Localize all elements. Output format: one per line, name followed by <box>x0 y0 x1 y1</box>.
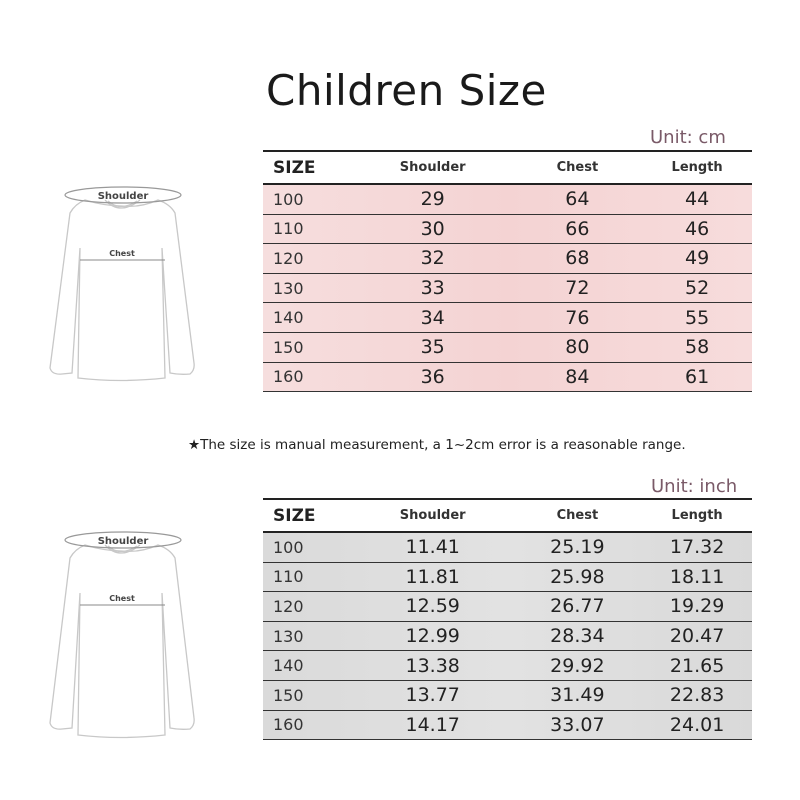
shoulder-label: Shoulder <box>98 536 149 547</box>
cell-chest: 29.92 <box>550 654 605 677</box>
cell-length: 24.01 <box>669 713 725 736</box>
table-row: 120 12.59 26.77 19.29 <box>263 592 752 622</box>
cell-shoulder: 12.59 <box>405 595 460 618</box>
table-row: 100 29 64 44 <box>263 185 752 215</box>
table-row: 130 12.99 28.34 20.47 <box>263 622 752 652</box>
cell-length: 19.29 <box>669 595 725 618</box>
cell-shoulder: 11.81 <box>405 565 460 588</box>
cell-length: 61 <box>685 365 710 388</box>
table-row: 160 36 84 61 <box>263 363 752 393</box>
cell-chest: 26.77 <box>550 595 605 618</box>
header-shoulder: Shoulder <box>399 160 466 175</box>
shirt-diagram-inch: Shoulder Chest <box>49 531 195 739</box>
cell-shoulder: 30 <box>420 217 445 240</box>
unit-label-cm: Unit: cm <box>650 127 726 148</box>
table-row: 140 34 76 55 <box>263 303 752 333</box>
cell-length: 52 <box>685 277 710 300</box>
cell-shoulder: 11.41 <box>405 536 460 559</box>
table-row: 150 35 80 58 <box>263 333 752 363</box>
cell-chest: 72 <box>565 277 590 300</box>
cell-size: 130 <box>273 278 304 298</box>
table-row: 100 11.41 25.19 17.32 <box>263 533 752 563</box>
table-header: SIZE Shoulder Chest Length <box>263 152 752 185</box>
cell-shoulder: 13.38 <box>405 654 460 677</box>
measurement-note: ★The size is manual measurement, a 1~2cm… <box>188 437 686 453</box>
header-chest: Chest <box>556 160 599 175</box>
cell-size: 150 <box>273 685 304 705</box>
size-table-cm: SIZE Shoulder Chest Length 100 29 64 44 110 30 66 4… <box>263 150 752 393</box>
cell-size: 160 <box>273 715 304 735</box>
cell-length: 18.11 <box>669 565 725 588</box>
cell-length: 44 <box>685 188 710 211</box>
cell-size: 100 <box>273 189 304 209</box>
cell-length: 22.83 <box>669 684 725 707</box>
header-chest: Chest <box>556 508 599 523</box>
cell-shoulder: 34 <box>420 306 445 329</box>
cell-length: 49 <box>685 247 710 270</box>
shirt-diagram-cm: Shoulder Chest <box>49 186 195 382</box>
cell-shoulder: 13.77 <box>405 684 460 707</box>
table-body: 100 11.41 25.19 17.32 110 11.81 25.98 18.11 120 1… <box>263 533 752 741</box>
cell-chest: 33.07 <box>550 713 605 736</box>
chest-label: Chest <box>109 249 135 258</box>
cell-size: 110 <box>273 219 304 239</box>
table-row: 110 11.81 25.98 18.11 <box>263 563 752 593</box>
cell-length: 58 <box>685 336 710 359</box>
cell-length: 55 <box>685 306 710 329</box>
cell-chest: 76 <box>565 306 590 329</box>
cell-length: 20.47 <box>669 625 725 648</box>
cell-size: 150 <box>273 337 304 357</box>
header-length: Length <box>671 160 723 175</box>
header-shoulder: Shoulder <box>399 508 466 523</box>
table-row: 120 32 68 49 <box>263 244 752 274</box>
cell-chest: 84 <box>565 365 590 388</box>
unit-label-inch: Unit: inch <box>651 476 738 497</box>
cell-shoulder: 33 <box>420 277 445 300</box>
table-row: 140 13.38 29.92 21.65 <box>263 651 752 681</box>
header-length: Length <box>671 508 723 523</box>
table-row: 130 33 72 52 <box>263 274 752 304</box>
cell-chest: 28.34 <box>550 625 605 648</box>
table-body: 100 29 64 44 110 30 66 46 120 32 68 49 130 33 72 52 140 3… <box>263 185 752 393</box>
cell-chest: 80 <box>565 336 590 359</box>
cell-length: 21.65 <box>669 654 725 677</box>
cell-size: 140 <box>273 656 304 676</box>
table-row: 160 14.17 33.07 24.01 <box>263 711 752 741</box>
cell-size: 100 <box>273 537 304 557</box>
cell-shoulder: 29 <box>420 188 445 211</box>
chest-label: Chest <box>109 594 135 603</box>
cell-size: 140 <box>273 308 304 328</box>
table-header: SIZE Shoulder Chest Length <box>263 500 752 533</box>
table-row: 150 13.77 31.49 22.83 <box>263 681 752 711</box>
cell-size: 120 <box>273 248 304 268</box>
cell-size: 160 <box>273 367 304 387</box>
cell-chest: 31.49 <box>550 684 605 707</box>
size-table-inch: SIZE Shoulder Chest Length 100 11.41 25.19 17.3… <box>263 498 752 741</box>
cell-length: 46 <box>685 217 710 240</box>
cell-chest: 25.98 <box>550 565 605 588</box>
cell-size: 120 <box>273 596 304 616</box>
table-row: 110 30 66 46 <box>263 215 752 245</box>
cell-chest: 68 <box>565 247 590 270</box>
cell-shoulder: 32 <box>420 247 445 270</box>
cell-size: 110 <box>273 567 304 587</box>
cell-chest: 25.19 <box>550 536 605 559</box>
cell-shoulder: 12.99 <box>405 625 460 648</box>
cell-shoulder: 14.17 <box>405 713 460 736</box>
cell-shoulder: 35 <box>420 336 445 359</box>
header-size: SIZE <box>273 505 316 526</box>
shoulder-label: Shoulder <box>98 191 149 202</box>
page-title: Children Size <box>266 66 547 115</box>
cell-chest: 66 <box>565 217 590 240</box>
cell-size: 130 <box>273 626 304 646</box>
cell-chest: 64 <box>565 188 590 211</box>
cell-length: 17.32 <box>669 536 725 559</box>
cell-shoulder: 36 <box>420 365 445 388</box>
header-size: SIZE <box>273 157 316 178</box>
